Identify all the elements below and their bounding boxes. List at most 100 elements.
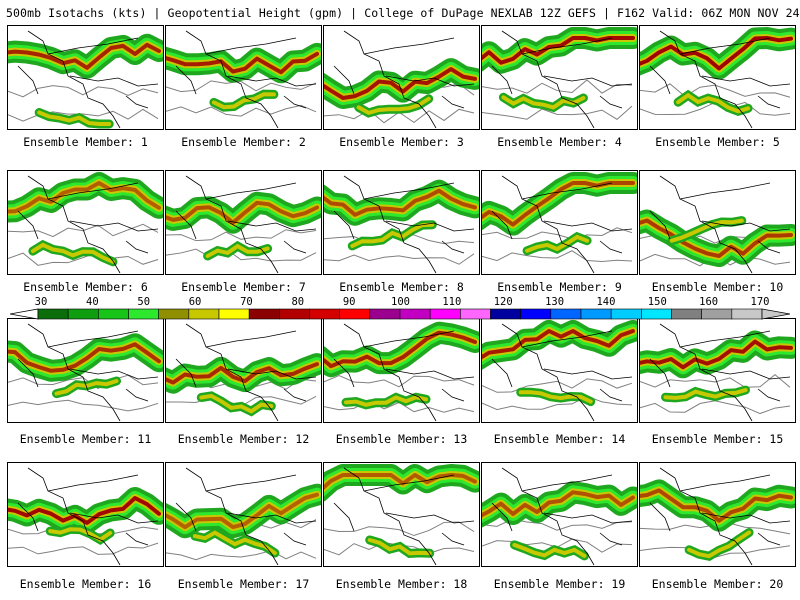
jet-stream-band <box>8 181 161 214</box>
height-contour <box>8 223 159 238</box>
ensemble-member-label: Ensemble Member: 13 <box>335 432 468 446</box>
coastline <box>175 30 317 129</box>
coastline <box>491 30 633 129</box>
ensemble-member-map <box>7 25 164 130</box>
colorbar-cell <box>610 308 642 320</box>
jet-stream-band <box>8 42 161 70</box>
colorbar-cell <box>460 308 491 320</box>
height-contour <box>324 253 475 265</box>
jet-stream-band <box>166 51 319 75</box>
colorbar-cell <box>520 308 552 320</box>
jet-stream-band <box>482 181 635 227</box>
jet-stream-branch <box>37 110 112 126</box>
coastline <box>333 467 475 566</box>
height-contour <box>8 85 159 98</box>
ensemble-member-map <box>323 170 480 275</box>
coastline <box>491 175 633 274</box>
coastline <box>649 323 791 422</box>
coastline <box>17 30 159 129</box>
colorbar-cell <box>67 308 99 320</box>
coastline <box>649 467 791 566</box>
height-contour <box>166 229 317 242</box>
colorbar-cell <box>580 308 612 320</box>
colorbar-cell <box>490 308 521 320</box>
coastline <box>175 175 317 274</box>
jet-stream-branch <box>367 538 432 556</box>
coastline <box>333 323 475 422</box>
ensemble-member-label: Ensemble Member: 6 <box>23 280 148 294</box>
colorbar-tick-label: 100 <box>391 296 410 308</box>
jet-stream-branch <box>205 243 270 258</box>
ensemble-member-label: Ensemble Member: 2 <box>181 135 306 149</box>
colorbar-tick-label: 60 <box>188 296 202 308</box>
jet-stream-branch <box>518 390 593 404</box>
colorbar-cell <box>248 308 280 320</box>
ensemble-member-label: Ensemble Member: 8 <box>339 280 464 294</box>
jet-stream-band <box>482 490 635 518</box>
colorbar-tick-label: 170 <box>750 296 770 308</box>
colorbar-cell <box>188 308 220 320</box>
colorbar-tick-label: 40 <box>86 296 99 308</box>
coastline <box>17 175 159 274</box>
height-contour <box>324 374 475 388</box>
coastline <box>491 323 633 422</box>
coastline <box>333 30 475 129</box>
height-contour <box>166 80 317 93</box>
height-contour <box>324 521 475 537</box>
coastline <box>649 30 791 129</box>
jet-stream-branch <box>501 95 586 110</box>
coastline <box>333 175 475 274</box>
ensemble-member-label: Ensemble Member: 3 <box>339 135 464 149</box>
coastline <box>491 467 633 566</box>
height-contour <box>482 227 633 240</box>
height-contour <box>640 373 791 388</box>
height-contour <box>482 395 633 411</box>
colorbar-tick-label: 140 <box>596 296 616 308</box>
height-contour <box>482 378 633 393</box>
ensemble-member-label: Ensemble Member: 12 <box>177 432 310 446</box>
jet-stream-branch <box>687 530 752 559</box>
ensemble-member-label: Ensemble Member: 17 <box>177 577 310 591</box>
height-contour <box>166 248 317 262</box>
jet-stream-branch <box>676 92 751 114</box>
colorbar-tick-label: 160 <box>699 296 719 308</box>
jet-stream-band <box>324 188 477 217</box>
jet-stream-band <box>324 330 477 369</box>
colorbar-cell <box>279 308 310 320</box>
coastline <box>649 175 791 274</box>
ensemble-member-label: Ensemble Member: 18 <box>335 577 468 591</box>
colorbar-cell <box>37 308 69 320</box>
ensemble-member-map <box>165 170 322 275</box>
ensemble-member-map <box>639 462 796 567</box>
colorbar-tick-label: 130 <box>545 296 565 308</box>
ensemble-member-map <box>323 318 480 423</box>
jet-stream-branch <box>211 92 276 110</box>
height-contour <box>8 251 159 266</box>
colorbar-tick-label: 30 <box>34 296 48 308</box>
ensemble-member-map <box>481 462 638 567</box>
jet-stream-branch <box>663 388 748 400</box>
colorbar-cell <box>701 308 733 320</box>
ensemble-member-map <box>481 25 638 130</box>
jet-stream-branch <box>669 218 744 243</box>
ensemble-member-label: Ensemble Member: 14 <box>493 432 626 446</box>
chart-title: 500mb Isotachs (kts) | Geopotential Heig… <box>6 6 800 20</box>
height-contour <box>640 83 791 98</box>
ensemble-member-label: Ensemble Member: 9 <box>497 280 622 294</box>
jet-stream-band <box>166 492 319 530</box>
coastline <box>17 323 159 422</box>
ensemble-member-map <box>323 25 480 130</box>
colorbar-tick-label: 80 <box>291 296 305 308</box>
colorbar-cell <box>128 308 159 320</box>
ensemble-member-map <box>639 318 796 423</box>
colorbar-cell <box>429 308 461 320</box>
colorbar-cell <box>309 308 340 320</box>
ensemble-member-label: Ensemble Member: 11 <box>19 432 152 446</box>
ensemble-member-label: Ensemble Member: 1 <box>23 135 148 149</box>
coastline <box>175 323 317 422</box>
colorbar-tick-label: 150 <box>647 296 667 308</box>
colorbar-cell <box>671 308 702 320</box>
ensemble-member-label: Ensemble Member: 4 <box>497 135 622 149</box>
ensemble-member-map <box>165 318 322 423</box>
height-contour <box>8 399 159 412</box>
